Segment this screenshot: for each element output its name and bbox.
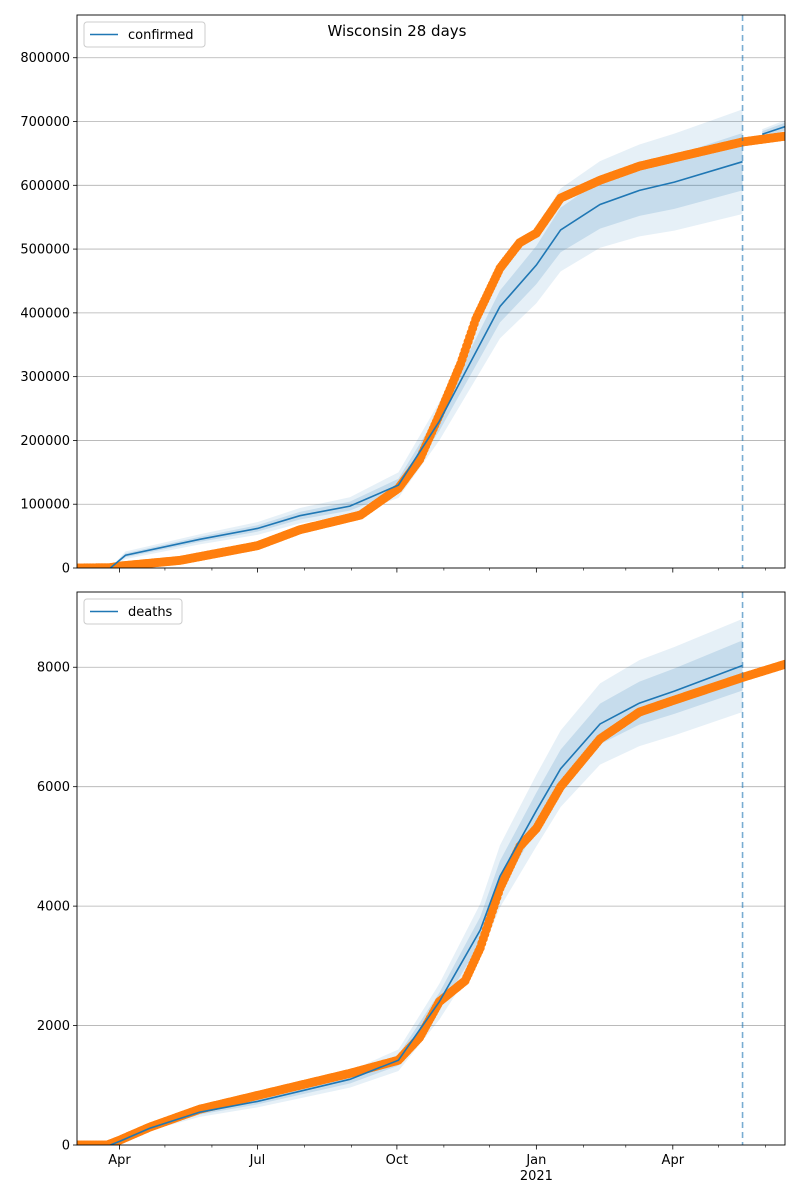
confirmed-axes: 0 100000 200000 300000 400000 500000 600000 700… bbox=[20, 14, 786, 577]
x-tick-label: Jul bbox=[249, 1153, 266, 1168]
y-tick-label: 6000 bbox=[37, 780, 70, 795]
plot-area bbox=[77, 15, 785, 568]
y-tick-label: 8000 bbox=[37, 661, 70, 676]
outer-band bbox=[110, 109, 743, 568]
inner-band bbox=[110, 132, 743, 568]
y-tick-label: 400000 bbox=[20, 306, 70, 321]
observed-point bbox=[780, 659, 785, 669]
y-tick-label: 0 bbox=[62, 562, 70, 577]
deaths-axes: 0 2000 4000 6000 8000 Apr Jul Oct Jan Apr 2021 deat… bbox=[37, 591, 786, 1184]
y-tick-label: 200000 bbox=[20, 434, 70, 449]
legend-box bbox=[83, 598, 183, 625]
y-tick-label: 500000 bbox=[20, 243, 70, 258]
model-line bbox=[109, 160, 743, 568]
x-tick-label: Oct bbox=[386, 1153, 408, 1168]
legend: deaths bbox=[83, 598, 183, 625]
y-tick-label: 0 bbox=[62, 1139, 70, 1154]
x-tick-label: Apr bbox=[662, 1153, 685, 1168]
y-tick-label: 2000 bbox=[37, 1019, 70, 1034]
legend-box bbox=[83, 21, 206, 48]
chart-title: Wisconsin 28 days bbox=[328, 22, 467, 40]
outer-band bbox=[110, 618, 743, 1145]
plot-area bbox=[77, 592, 785, 1145]
y-tick-label: 700000 bbox=[20, 115, 70, 130]
legend-label: deaths bbox=[128, 605, 173, 620]
legend-label: confirmed bbox=[128, 28, 194, 43]
inner-band bbox=[110, 640, 743, 1145]
y-tick-label: 100000 bbox=[20, 498, 70, 513]
axes-frame bbox=[76, 14, 786, 569]
observed-point bbox=[780, 131, 785, 141]
legend: confirmed bbox=[83, 21, 206, 48]
x-year-label: 2021 bbox=[520, 1169, 553, 1184]
y-tick-label: 800000 bbox=[20, 51, 70, 66]
x-tick-label: Jan bbox=[525, 1153, 546, 1168]
y-tick-label: 300000 bbox=[20, 370, 70, 385]
axes-frame bbox=[76, 591, 786, 1146]
forecast-line bbox=[762, 125, 785, 136]
model-line bbox=[110, 664, 743, 1145]
y-tick-label: 600000 bbox=[20, 179, 70, 194]
y-tick-label: 4000 bbox=[37, 900, 70, 915]
x-tick-label: Apr bbox=[108, 1153, 131, 1168]
